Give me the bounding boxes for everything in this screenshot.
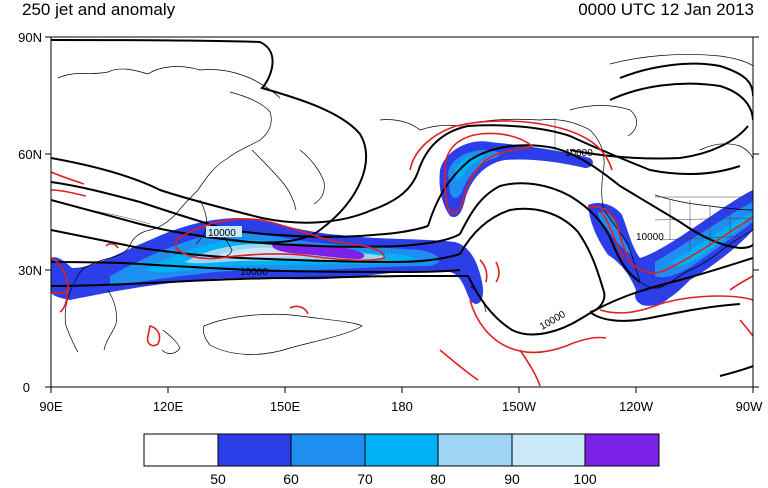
jet-band-60-alaska <box>448 150 501 198</box>
coastlines <box>57 54 753 355</box>
anomaly-contours <box>51 120 753 387</box>
lon-label: 150W <box>502 399 537 414</box>
lon-label: 120E <box>153 399 184 414</box>
legend-label: 90 <box>504 471 520 487</box>
lat-label: 60N <box>18 147 42 162</box>
legend-label: 80 <box>430 471 446 487</box>
map-title: 250 jet and anomaly <box>22 0 176 19</box>
jet-band-60-namerica <box>598 211 632 254</box>
longitude-labels: 90E 120E 150E 180 150W 120W 90W <box>39 399 763 414</box>
map-plot-area: 10000 10000 10000 10000 10000 <box>51 39 753 387</box>
lon-label: 120W <box>619 399 654 414</box>
legend-swatch <box>290 433 366 467</box>
legend-swatch <box>364 433 439 467</box>
legend-swatch <box>511 433 586 467</box>
contour-label: 10000 <box>208 228 236 239</box>
jet-band-50-namerica <box>588 190 753 306</box>
contour-label: 10000 <box>636 232 664 243</box>
legend-swatch <box>584 433 660 467</box>
jet-band-50-gulf <box>635 285 672 306</box>
lat-label: 0 <box>23 380 30 395</box>
contour-label: 10000 <box>565 148 593 159</box>
lat-label: 30N <box>18 263 42 278</box>
lon-label: 90W <box>736 399 763 414</box>
legend-label: 70 <box>357 471 373 487</box>
jet-shading <box>51 141 753 306</box>
latitude-labels: 90N 60N 30N 0 <box>18 30 42 395</box>
lat-label: 90N <box>18 30 42 45</box>
legend-label: 100 <box>573 471 597 487</box>
legend-swatch <box>437 433 513 467</box>
jet-band-100-pacific <box>272 243 365 259</box>
legend-label: 50 <box>210 471 226 487</box>
legend-swatch <box>143 433 219 467</box>
lon-label: 90E <box>39 399 62 414</box>
lon-label: 180 <box>391 399 413 414</box>
axis-ticks <box>45 36 759 393</box>
jet-band-70-alaska <box>455 154 484 182</box>
jet-band-70-southeast <box>672 213 753 266</box>
map-valid-time: 0000 UTC 12 Jan 2013 <box>578 0 754 19</box>
geopotential-height-contours <box>51 39 753 377</box>
legend-label: 60 <box>283 471 299 487</box>
lon-label: 150E <box>270 399 301 414</box>
contour-label: 10000 <box>538 309 568 333</box>
map-frame <box>50 36 754 388</box>
legend-swatch <box>217 433 292 467</box>
contour-label: 10000 <box>240 267 268 278</box>
color-legend: 50 60 70 80 90 100 <box>143 433 660 487</box>
